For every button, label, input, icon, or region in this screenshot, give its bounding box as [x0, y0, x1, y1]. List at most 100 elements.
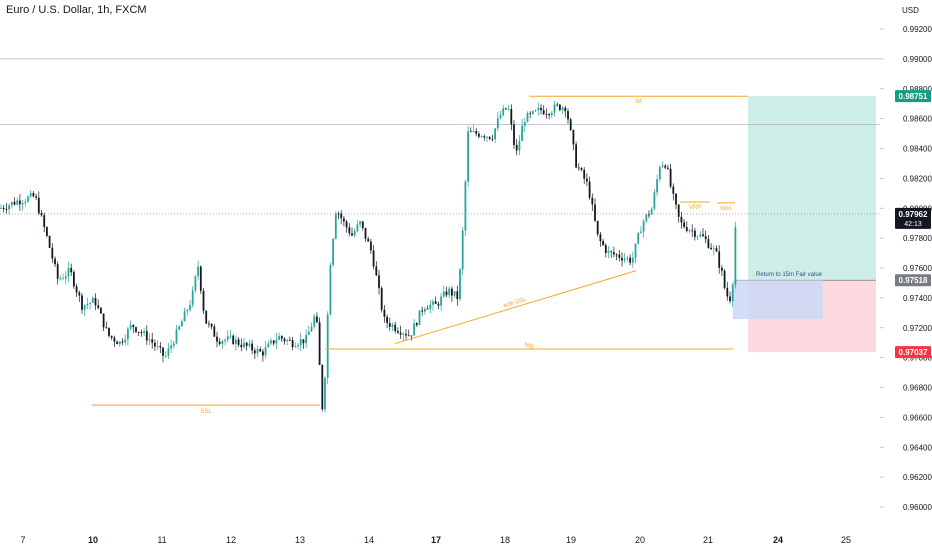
candle-body [667, 167, 669, 169]
y-tick-label: 0.96800 [903, 384, 932, 393]
candle [537, 102, 540, 116]
candle [59, 275, 62, 281]
candle-body [229, 335, 232, 337]
candle [488, 136, 491, 140]
candle-body [37, 197, 40, 214]
candle [426, 305, 429, 310]
candle [243, 337, 245, 349]
candle-body [64, 276, 67, 279]
candle-body [348, 227, 351, 234]
candle-body [372, 250, 375, 267]
candle [405, 329, 407, 340]
annotation-trdh-ssl-line[interactable] [394, 270, 637, 345]
candle-body [124, 339, 127, 343]
candle [410, 335, 413, 341]
candle-body [712, 248, 715, 250]
candle-body [353, 231, 356, 236]
candle-body [405, 333, 407, 336]
candle-body [691, 230, 694, 232]
x-tick-label: 25 [841, 535, 851, 545]
candle [602, 239, 604, 247]
candle-body [102, 313, 105, 328]
y-tick-label: 0.97000 [903, 354, 932, 363]
candle-body [499, 115, 502, 119]
candle-body [105, 327, 108, 329]
x-tick-label: 19 [566, 535, 576, 545]
target-zone[interactable] [748, 96, 876, 281]
candle-body [415, 323, 418, 326]
candle-body [162, 347, 164, 356]
candle-body [572, 130, 575, 145]
candle [132, 324, 135, 334]
candle [532, 110, 534, 116]
candle [13, 197, 16, 206]
fair-value-note: Return to 15m Fair value [756, 272, 823, 278]
candle [110, 335, 113, 341]
candle [205, 310, 208, 324]
candle [48, 235, 51, 249]
x-tick-label: 20 [635, 535, 645, 545]
candle-body [523, 121, 526, 126]
candle-body [151, 339, 154, 343]
candle [178, 325, 181, 331]
candle [83, 304, 86, 317]
stop-price-badge[interactable]: 0.97037 [895, 346, 931, 359]
candle [91, 296, 94, 303]
candle-body [343, 218, 345, 222]
target-price-badge-text: 0.98751 [899, 92, 928, 101]
candle-body [267, 343, 270, 348]
y-tick-label: 0.97600 [903, 264, 932, 273]
candle [529, 111, 532, 119]
candle [75, 283, 78, 298]
candle-body [181, 321, 183, 327]
candle [442, 285, 445, 299]
candle [599, 231, 602, 247]
candle [380, 286, 383, 313]
candle [108, 327, 110, 338]
entry-price-badge[interactable]: 0.97518 [895, 274, 931, 287]
candle [513, 119, 515, 149]
candle-body [556, 104, 559, 106]
candle-body [35, 196, 37, 198]
candle-body [494, 128, 496, 140]
candle-body [97, 305, 100, 308]
candle-body [8, 205, 10, 210]
candle [734, 221, 737, 289]
candle [683, 218, 685, 229]
candle-body [507, 109, 510, 110]
candle-body [731, 284, 734, 302]
fair-value-box[interactable] [733, 280, 823, 320]
candle [494, 127, 496, 144]
candle [731, 282, 734, 307]
candle [397, 327, 399, 335]
candle-body [345, 221, 348, 228]
candle-body [532, 111, 534, 114]
current-price-badge[interactable]: 0.97962 42:13 [895, 207, 931, 229]
y-tick-label: 0.98400 [903, 145, 932, 154]
candle [62, 273, 64, 280]
candle-body [316, 316, 318, 323]
candle [172, 340, 175, 349]
candle [507, 104, 510, 111]
candle-body [548, 114, 550, 116]
target-price-badge[interactable]: 0.98751 [895, 90, 931, 103]
y-tick-label: 0.98800 [903, 85, 932, 94]
candle [235, 335, 237, 351]
x-tick-label: 13 [295, 535, 305, 545]
candle-body [237, 339, 240, 345]
candle [326, 311, 329, 385]
candle-body [205, 310, 208, 324]
candle [685, 221, 688, 233]
candle [248, 339, 251, 349]
candle-body [172, 343, 175, 346]
candle [226, 329, 229, 343]
candle [264, 340, 267, 359]
entry-price-badge-text: 0.97518 [899, 276, 928, 285]
candle [0, 204, 2, 210]
candle [70, 263, 73, 276]
candle-body [413, 323, 415, 336]
candle [97, 299, 100, 310]
candle-body [515, 144, 518, 151]
candle-body [89, 302, 91, 304]
